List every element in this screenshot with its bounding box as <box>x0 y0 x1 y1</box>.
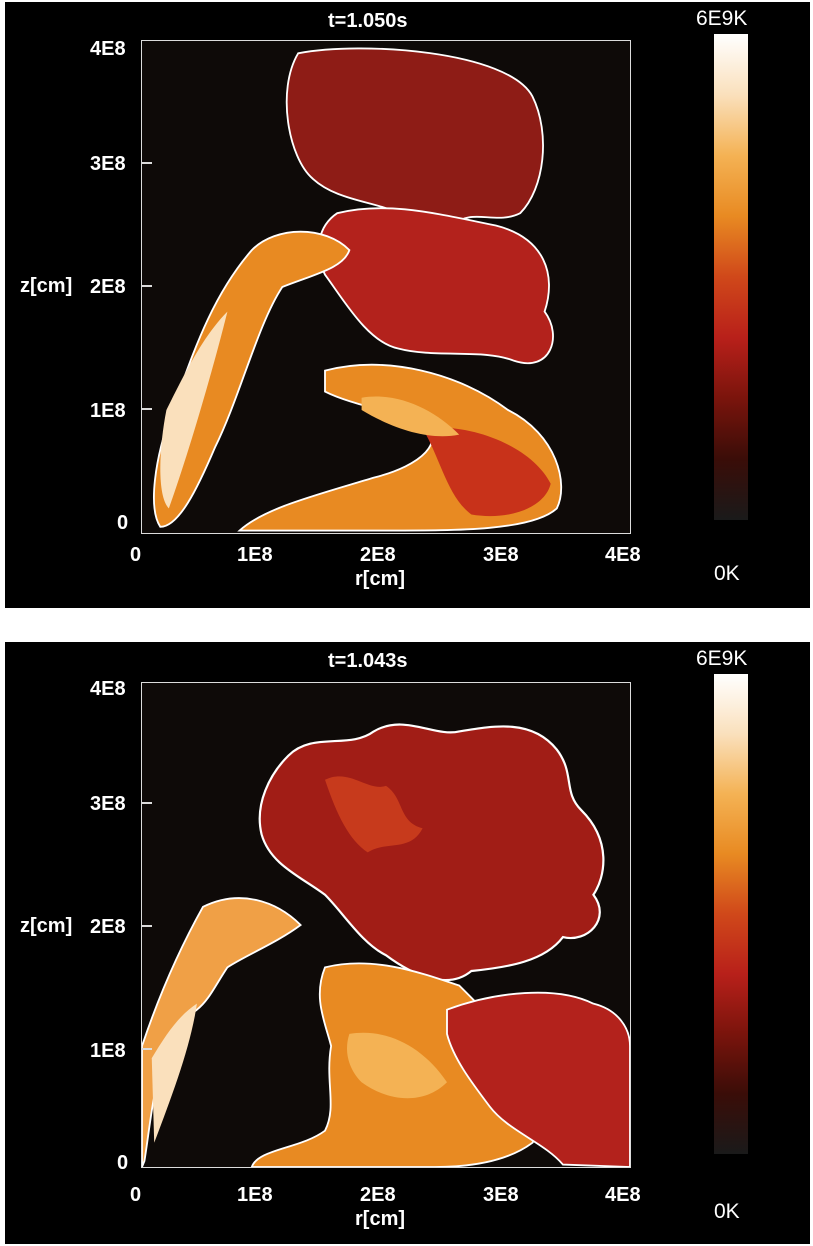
colorbar-max-label: 6E9K <box>696 647 748 670</box>
x-tick-label: 0 <box>130 544 142 566</box>
y-tick-label: 2E8 <box>90 276 126 298</box>
y-tick-label: 3E8 <box>90 153 126 175</box>
x-tick-label: 3E8 <box>483 1184 519 1206</box>
y-tick-mark <box>142 1048 152 1050</box>
y-tick-label: 1E8 <box>90 1040 126 1062</box>
y-tick-label: 3E8 <box>90 793 126 815</box>
y-tick-label: 4E8 <box>90 678 126 700</box>
y-tick-label: 0 <box>117 512 129 534</box>
colorbar-min-label: 0K <box>714 562 740 585</box>
y-tick-mark <box>142 925 152 927</box>
x-tick-label: 1E8 <box>237 544 273 566</box>
simulation-image <box>142 683 630 1167</box>
x-tick-label: 3E8 <box>483 544 519 566</box>
y-tick-mark <box>142 285 152 287</box>
colorbar-min-label: 0K <box>714 1200 740 1223</box>
y-axis-label: z[cm] <box>20 275 73 297</box>
y-axis-label: z[cm] <box>20 915 73 937</box>
x-axis-label: r[cm] <box>355 568 406 590</box>
x-tick-label: 4E8 <box>605 544 641 566</box>
simulation-image <box>142 41 630 533</box>
top-panel: t=1.050s 4E8 3E8 2E8 1E8 0 z[cm] 0 1E8 2… <box>5 2 810 608</box>
y-tick-mark <box>142 408 152 410</box>
x-axis-label: r[cm] <box>355 1208 406 1230</box>
y-tick-label: 0 <box>117 1152 129 1174</box>
colorbar <box>714 34 748 520</box>
colorbar <box>714 674 748 1154</box>
panel-title: t=1.050s <box>328 10 408 32</box>
panel-title: t=1.043s <box>328 650 408 672</box>
y-tick-mark <box>142 162 152 164</box>
y-tick-label: 2E8 <box>90 916 126 938</box>
temperature-map <box>141 40 631 534</box>
colorbar-max-label: 6E9K <box>696 7 748 30</box>
x-tick-label: 0 <box>130 1184 142 1206</box>
x-tick-label: 1E8 <box>237 1184 273 1206</box>
bottom-panel: t=1.043s 4E8 3E8 2E8 1E8 0 z[cm] 0 1E8 2… <box>5 642 810 1244</box>
temperature-map <box>141 682 631 1168</box>
y-tick-mark <box>142 802 152 804</box>
x-tick-label: 2E8 <box>360 1184 396 1206</box>
x-tick-label: 2E8 <box>360 544 396 566</box>
x-tick-label: 4E8 <box>605 1184 641 1206</box>
y-tick-label: 4E8 <box>90 38 126 60</box>
y-tick-label: 1E8 <box>90 400 126 422</box>
